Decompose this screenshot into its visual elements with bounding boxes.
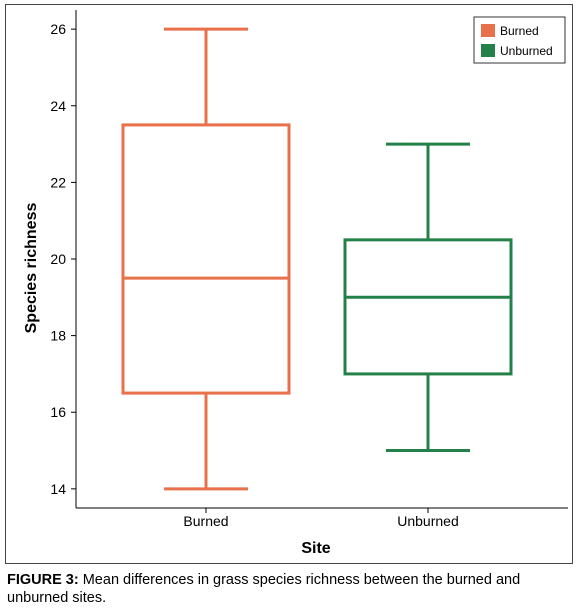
box-unburned bbox=[343, 142, 513, 453]
x-ticks: Burned Unburned bbox=[183, 508, 459, 529]
x-tick-label: Burned bbox=[183, 513, 228, 529]
box-plot-chart: 14 16 18 20 22 24 26 Burned Unburned Species ri… bbox=[23, 10, 568, 557]
y-tick-label: 26 bbox=[50, 21, 66, 37]
y-tick-label: 22 bbox=[50, 174, 66, 190]
y-tick-label: 14 bbox=[50, 481, 66, 497]
y-ticks: 14 16 18 20 22 24 26 bbox=[50, 21, 76, 497]
iqr-box bbox=[343, 238, 513, 376]
y-axis-label: Species richness bbox=[23, 203, 40, 334]
figure-caption: FIGURE 3: Mean differences in grass spec… bbox=[7, 571, 573, 607]
box-burned bbox=[121, 27, 291, 491]
caption-label: FIGURE 3: bbox=[7, 572, 79, 588]
iqr-box bbox=[121, 123, 291, 395]
x-axis-label: Site bbox=[301, 540, 330, 557]
legend-swatch bbox=[481, 24, 495, 37]
y-tick-label: 24 bbox=[50, 98, 66, 114]
legend-swatch bbox=[481, 44, 495, 57]
legend-label: Unburned bbox=[500, 44, 553, 58]
boxes bbox=[121, 27, 513, 491]
caption-text: Mean differences in grass species richne… bbox=[7, 572, 521, 606]
y-tick-label: 18 bbox=[50, 328, 66, 344]
x-tick-label: Unburned bbox=[397, 513, 459, 529]
y-tick-label: 16 bbox=[50, 404, 66, 420]
legend: Burned Unburned bbox=[473, 16, 566, 64]
legend-label: Burned bbox=[500, 24, 539, 38]
axes bbox=[75, 10, 568, 509]
y-tick-label: 20 bbox=[50, 251, 66, 267]
